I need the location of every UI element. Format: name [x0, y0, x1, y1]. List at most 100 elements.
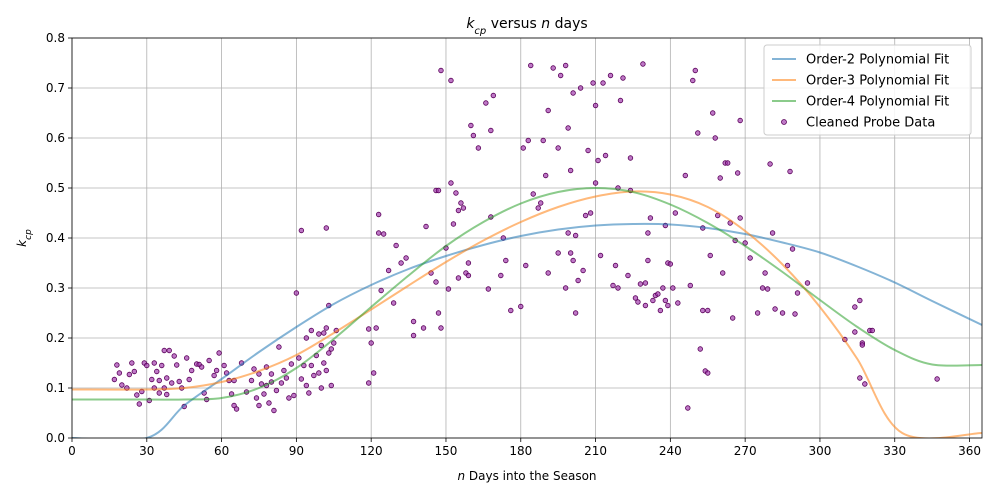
probe-data-point [635, 299, 641, 305]
probe-data-point [156, 377, 162, 384]
probe-data-point [126, 371, 133, 378]
probe-data-point [737, 215, 743, 221]
probe-data-point [485, 286, 492, 292]
probe-data-point [390, 300, 397, 306]
probe-data-point [565, 125, 571, 131]
probe-data-point [592, 180, 599, 186]
probe-data-point [283, 375, 290, 381]
probe-data-point [216, 350, 222, 356]
probe-data-point [665, 302, 671, 309]
probe-data-point [857, 375, 863, 381]
probe-data-point [690, 77, 696, 84]
y-axis-label: kcp [15, 229, 34, 247]
probe-data-point [328, 382, 334, 389]
probe-data-point [710, 110, 716, 116]
probe-data-point [645, 257, 651, 264]
probe-data-point [632, 295, 639, 301]
probe-data-point [465, 272, 472, 279]
probe-data-point [647, 215, 654, 221]
x-tick-label: 210 [584, 444, 607, 458]
probe-data-point [134, 392, 140, 398]
probe-data-point [293, 290, 300, 296]
probe-data-point [169, 380, 175, 386]
probe-data-point [455, 207, 462, 214]
probe-data-point [627, 155, 634, 161]
legend-box [763, 44, 972, 136]
legend-entry-label: Order-3 Polynomial Fit [806, 74, 949, 89]
probe-data-point [221, 362, 227, 369]
probe-data-point [164, 375, 170, 381]
probe-data-point [171, 353, 177, 359]
probe-data-point [570, 90, 576, 96]
probe-data-point [288, 361, 295, 367]
probe-data-point [119, 382, 125, 388]
probe-data-point [550, 65, 556, 71]
probe-data-point [530, 191, 536, 197]
probe-data-point [602, 152, 609, 159]
probe-data-point [435, 310, 442, 316]
probe-data-point [572, 310, 579, 316]
probe-data-point [233, 406, 240, 412]
order-4-fit-line [72, 187, 982, 401]
probe-data-point [318, 385, 325, 391]
probe-data-point [268, 371, 275, 377]
probe-data-point [570, 257, 576, 264]
probe-data-point [617, 97, 624, 104]
probe-data-point [625, 272, 631, 279]
probe-data-point [562, 285, 569, 291]
probe-data-point [685, 405, 691, 411]
probe-data-point [448, 77, 454, 84]
probe-data-point [612, 262, 619, 269]
probe-data-point [445, 286, 452, 292]
probe-data-point [503, 257, 509, 264]
probe-data-point [273, 387, 280, 394]
legend-entry-label: Order-2 Polynomial Fit [806, 53, 949, 68]
probe-data-point [697, 346, 703, 352]
probe-data-point [792, 311, 798, 317]
probe-data-point [393, 242, 399, 249]
probe-data-point [660, 285, 666, 291]
probe-data-point [595, 157, 601, 164]
probe-data-point [375, 230, 382, 236]
probe-data-point [525, 137, 531, 144]
probe-data-point [271, 407, 277, 414]
probe-data-point [724, 160, 731, 166]
y-tick-label: 0.6 [46, 131, 65, 145]
probe-data-point [318, 342, 325, 349]
probe-data-point [538, 200, 544, 206]
probe-data-point [403, 255, 409, 261]
probe-data-point [597, 252, 604, 259]
probe-data-point [762, 270, 768, 276]
probe-data-point [398, 260, 404, 266]
order-2-fit-line [72, 222, 982, 438]
probe-data-point [129, 360, 135, 366]
probe-data-point [675, 300, 681, 306]
y-tick-label: 0.1 [46, 381, 65, 395]
probe-data-point [156, 390, 162, 396]
probe-data-point [483, 100, 489, 106]
probe-data-point [737, 117, 743, 124]
probe-data-point [188, 367, 195, 374]
probe-data-point [453, 190, 459, 196]
probe-data-point [298, 376, 305, 382]
probe-data-point [321, 330, 327, 336]
probe-data-point [682, 172, 689, 179]
probe-data-point [450, 221, 457, 227]
probe-data-point [298, 227, 305, 234]
probe-data-point [438, 67, 444, 74]
probe-data-point [934, 376, 940, 382]
probe-data-point [575, 277, 581, 284]
probe-data-point [587, 210, 594, 216]
y-tick-label: 0.5 [46, 181, 65, 195]
probe-data-point [787, 168, 793, 175]
probe-data-point [640, 61, 646, 67]
probe-data-point [637, 281, 644, 287]
y-tick-label: 0.7 [46, 81, 65, 95]
probe-data-point [667, 261, 674, 267]
probe-data-point [321, 360, 327, 366]
probe-data-point [423, 223, 429, 230]
probe-data-point [311, 372, 317, 379]
probe-data-point [498, 272, 504, 279]
probe-data-point [859, 342, 866, 348]
probe-data-point [256, 402, 262, 409]
